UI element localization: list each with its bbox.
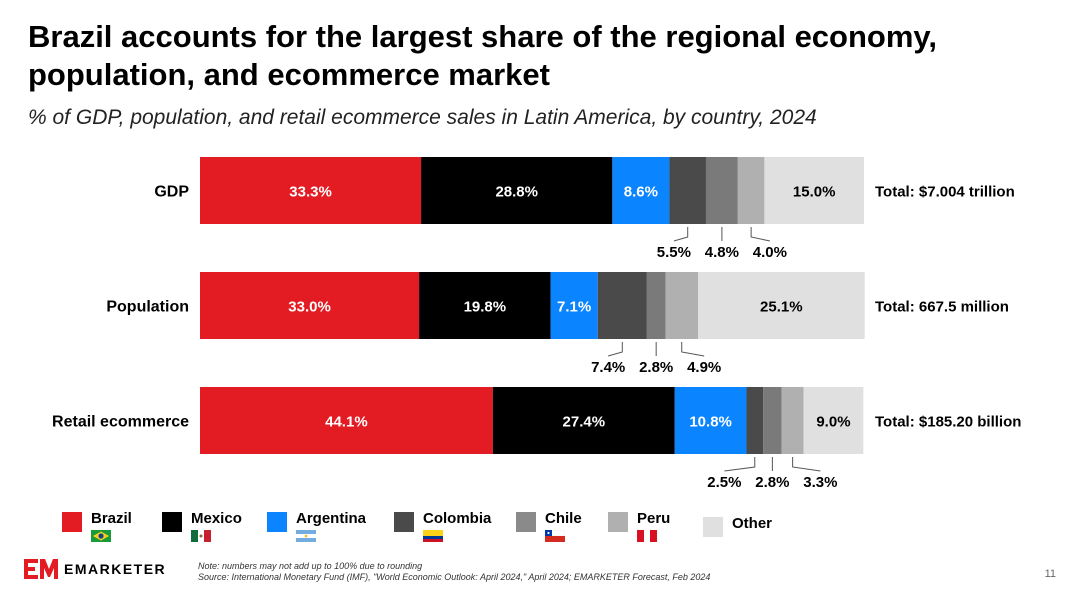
bar-mexico-population xyxy=(419,272,551,339)
bar-chile-retail-ecommerce xyxy=(763,387,782,454)
page-number: 11 xyxy=(1044,568,1056,580)
mexico-flag-icon xyxy=(191,530,211,542)
bar-brazil-population xyxy=(200,272,420,339)
bar-colombia-population xyxy=(597,272,647,339)
peru-flag-icon xyxy=(637,530,657,542)
bar-colombia-gdp xyxy=(669,157,706,224)
legend-swatch-peru xyxy=(608,512,628,532)
legend-label-peru: Peru xyxy=(637,510,671,527)
data-label-chile-gdp: 4.8% xyxy=(705,244,739,261)
data-label-mexico-retail-ecommerce: 27.4% xyxy=(563,414,606,431)
leader-line-peru-gdp xyxy=(750,227,771,242)
colombia-flag-icon xyxy=(423,530,443,542)
data-label-chile-population: 2.8% xyxy=(639,359,673,376)
legend-swatch-mexico xyxy=(162,512,182,532)
chile-flag-icon xyxy=(545,530,565,542)
bar-other-population xyxy=(698,272,865,339)
data-label-argentina-population: 7.1% xyxy=(557,299,591,316)
legend-swatch-argentina xyxy=(267,512,287,532)
legend-label-chile: Chile xyxy=(545,510,582,527)
data-label-brazil-gdp: 33.3% xyxy=(289,184,332,201)
data-label-argentina-retail-ecommerce: 10.8% xyxy=(689,414,732,431)
bar-peru-gdp xyxy=(737,157,765,224)
data-label-mexico-population: 19.8% xyxy=(464,299,507,316)
total-label-population: Total: 667.5 million xyxy=(875,299,1009,316)
legend-label-mexico: Mexico xyxy=(191,510,242,527)
argentina-flag-icon xyxy=(296,530,316,542)
data-label-peru-population: 4.9% xyxy=(687,359,721,376)
leader-line-peru-retail-ecommerce xyxy=(792,457,821,472)
data-label-colombia-retail-ecommerce: 2.5% xyxy=(707,474,741,491)
data-label-mexico-gdp: 28.8% xyxy=(495,184,538,201)
total-label-gdp: Total: $7.004 trillion xyxy=(875,184,1015,201)
logo-wordmark: EMARKETER xyxy=(64,561,167,577)
bar-argentina-population xyxy=(550,272,598,339)
bar-argentina-gdp xyxy=(612,157,670,224)
leader-line-colombia-gdp xyxy=(673,227,689,242)
chart-legend: Brazil Mexico Argentina Colombia Chile P xyxy=(62,509,822,549)
page-title: Brazil accounts for the largest share of… xyxy=(28,19,937,92)
legend-swatch-brazil xyxy=(62,512,82,532)
bar-brazil-gdp xyxy=(200,157,422,224)
data-label-other-gdp: 15.0% xyxy=(793,184,836,201)
footnotes: Note: numbers may not add up to 100% due… xyxy=(198,561,710,583)
bar-chile-gdp xyxy=(705,157,738,224)
page-subtitle: % of GDP, population, and retail ecommer… xyxy=(28,106,817,129)
data-label-argentina-gdp: 8.6% xyxy=(624,184,658,201)
category-label-gdp: GDP xyxy=(154,184,189,201)
footnote-note: Note: numbers may not add up to 100% due… xyxy=(198,561,423,571)
brazil-flag-icon xyxy=(91,530,111,542)
bar-peru-retail-ecommerce xyxy=(781,387,804,454)
data-label-chile-retail-ecommerce: 2.8% xyxy=(755,474,789,491)
bar-other-retail-ecommerce xyxy=(803,387,864,454)
legend-label-argentina: Argentina xyxy=(296,510,367,527)
leader-line-peru-population xyxy=(681,342,705,357)
category-label-population: Population xyxy=(106,299,189,316)
bar-chile-population xyxy=(646,272,666,339)
stacked-bar-chart: GDP Total: $7.004 trillion 33.3% 28.8% 8.6% 1… xyxy=(52,157,1021,491)
legend-swatch-colombia xyxy=(394,512,414,532)
data-label-brazil-retail-ecommerce: 44.1% xyxy=(325,414,368,431)
total-label-retail-ecommerce: Total: $185.20 billion xyxy=(875,414,1021,431)
legend-label-other: Other xyxy=(732,515,773,532)
legend-swatch-chile xyxy=(516,512,536,532)
footnote-source: Source: International Monetary Fund (IMF… xyxy=(198,572,711,582)
legend-label-brazil: Brazil xyxy=(91,510,132,527)
data-label-peru-gdp: 4.0% xyxy=(753,244,787,261)
bar-argentina-retail-ecommerce xyxy=(674,387,747,454)
data-label-colombia-gdp: 5.5% xyxy=(657,244,691,261)
category-label-retail-ecommerce: Retail ecommerce xyxy=(52,414,189,431)
leader-line-colombia-retail-ecommerce xyxy=(724,457,756,472)
data-label-colombia-population: 7.4% xyxy=(591,359,625,376)
data-label-other-population: 25.1% xyxy=(760,299,803,316)
legend-swatch-other xyxy=(703,517,723,537)
bar-mexico-retail-ecommerce xyxy=(492,387,675,454)
legend-label-colombia: Colombia xyxy=(423,510,492,527)
bar-colombia-retail-ecommerce xyxy=(746,387,764,454)
data-label-other-retail-ecommerce: 9.0% xyxy=(816,414,850,431)
leader-line-colombia-population xyxy=(608,342,623,357)
bar-other-gdp xyxy=(764,157,864,224)
data-label-brazil-population: 33.0% xyxy=(288,299,331,316)
data-label-peru-retail-ecommerce: 3.3% xyxy=(803,474,837,491)
bar-brazil-retail-ecommerce xyxy=(200,387,493,454)
bar-peru-population xyxy=(665,272,698,339)
emarketer-logo-icon xyxy=(24,559,58,579)
bar-mexico-gdp xyxy=(421,157,613,224)
